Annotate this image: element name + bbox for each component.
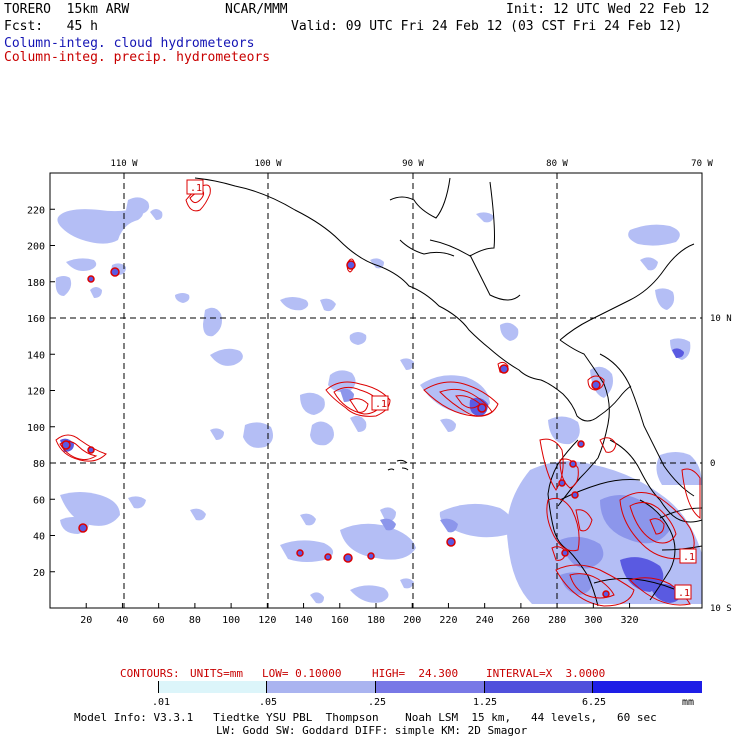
x-tick-label: 320 <box>621 615 639 626</box>
y-tick-label: 60 <box>33 495 45 506</box>
contour-low: LOW= 0.10000 <box>262 667 342 680</box>
colorbar-segment <box>376 681 485 693</box>
model-title: TORERO 15km ARW <box>4 2 130 17</box>
y-tick-label: 100 <box>27 423 45 434</box>
colorbar-label: .01 <box>152 697 171 708</box>
lon-label: 90 W <box>402 159 424 169</box>
y-tick-label: 80 <box>33 459 45 470</box>
x-tick-label: 220 <box>439 615 457 626</box>
y-tick-label: 160 <box>27 314 45 325</box>
lat-lon-grid <box>50 173 702 608</box>
contour-label: .1 <box>375 399 387 410</box>
y-tick-label: 200 <box>27 242 45 253</box>
lat-label: 0 <box>710 459 715 469</box>
center-label: NCAR/MMM <box>225 2 288 17</box>
x-tick-label: 140 <box>295 615 313 626</box>
y-tick-label: 40 <box>33 532 45 543</box>
lat-label: 10 N <box>710 314 732 324</box>
y-tick-label: 140 <box>27 350 45 361</box>
colorbar-segment <box>267 681 376 693</box>
init-time: Init: 12 UTC Wed 22 Feb 12 <box>506 2 710 17</box>
x-tick-label: 80 <box>189 615 201 626</box>
colorbar-label: .05 <box>259 697 278 708</box>
y-tick-label: 120 <box>27 387 45 398</box>
axis-ticks <box>50 208 631 608</box>
y-tick-label: 220 <box>27 205 45 216</box>
coastlines <box>194 177 703 607</box>
contour-caption: CONTOURS: <box>120 667 180 680</box>
x-tick-label: 20 <box>80 615 92 626</box>
valid-time: Valid: 09 UTC Fri 24 Feb 12 (03 CST Fri … <box>291 19 683 34</box>
contour-label-boxes <box>186 179 697 600</box>
x-tick-label: 100 <box>222 615 240 626</box>
lon-label: 110 W <box>110 159 138 169</box>
x-tick-label: 180 <box>367 615 385 626</box>
y-tick-label: 180 <box>27 278 45 289</box>
field-precip-label: Column-integ. precip. hydrometeors <box>4 50 271 65</box>
contour-label: .1 <box>678 588 690 599</box>
contour-interval: INTERVAL=X 3.0000 <box>486 667 606 680</box>
x-tick-labels: 20 40 60 80 100 120 140 160 180 200 220 240 260 280 30… <box>80 615 638 626</box>
x-tick-label: 260 <box>512 615 530 626</box>
precip-maxima <box>61 260 610 598</box>
contour-label: .1 <box>190 183 202 194</box>
colorbar-segment <box>50 681 159 693</box>
colorbar-label: 1.25 <box>473 697 498 708</box>
model-info-line1: Model Info: V3.3.1 Tiedtke YSU PBL Thomp… <box>74 711 657 724</box>
lon-label: 80 W <box>546 159 568 169</box>
lon-label: 70 W <box>691 159 713 169</box>
field-cloud-label: Column-integ. cloud hydrometeors <box>4 36 255 51</box>
x-tick-label: 240 <box>476 615 494 626</box>
x-tick-label: 280 <box>548 615 566 626</box>
colorbar-segment <box>485 681 593 693</box>
model-info-line2: LW: Godd SW: Goddard DIFF: simple KM: 2D… <box>216 724 528 737</box>
lon-label: 100 W <box>254 159 282 169</box>
x-tick-label: 300 <box>584 615 602 626</box>
x-tick-label: 40 <box>116 615 128 626</box>
y-tick-label: 20 <box>33 568 45 579</box>
contour-high: HIGH= 24.300 <box>372 667 459 680</box>
x-tick-label: 160 <box>331 615 349 626</box>
colorbar-label: .25 <box>368 697 387 708</box>
contour-label: .1 <box>683 552 695 563</box>
x-tick-label: 120 <box>258 615 276 626</box>
forecast-hour: Fcst: 45 h <box>4 19 98 34</box>
lat-label: 10 S <box>710 604 732 614</box>
colorbar-unit: mm <box>682 697 695 708</box>
x-tick-label: 60 <box>153 615 165 626</box>
colorbar-segment <box>159 681 267 693</box>
colorbar-segment <box>593 681 702 693</box>
y-tick-labels: 220 200 180 160 140 120 100 80 60 40 20 <box>27 205 45 579</box>
colorbar-label: 6.25 <box>582 697 607 708</box>
contour-units: UNITS=mm <box>190 667 243 680</box>
x-tick-label: 200 <box>403 615 421 626</box>
